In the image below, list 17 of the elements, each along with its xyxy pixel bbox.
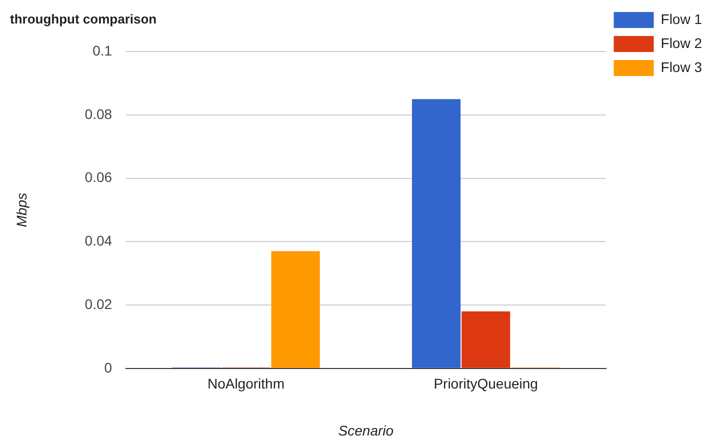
y-axis-title: Mbps xyxy=(13,192,30,228)
y-tick-label: 0 xyxy=(104,359,112,376)
y-tick-label: 0.06 xyxy=(84,169,112,186)
y-tick-label: 0.1 xyxy=(92,42,112,58)
bar xyxy=(412,99,461,368)
legend-label: Flow 3 xyxy=(660,58,702,75)
legend-label: Flow 2 xyxy=(660,34,702,51)
y-tick-label: 0.08 xyxy=(84,106,112,122)
x-tick-label: PriorityQueueing xyxy=(434,376,538,392)
y-tick-label: 0.04 xyxy=(84,232,112,249)
y-tick-label: 0.02 xyxy=(84,296,112,312)
legend-label: Flow 1 xyxy=(660,10,702,27)
bar xyxy=(271,251,320,368)
x-axis-title: Scenario xyxy=(338,422,394,438)
x-tick-label: NoAlgorithm xyxy=(207,376,284,392)
chart-title: throughput comparison xyxy=(10,11,157,26)
bar xyxy=(462,311,510,368)
